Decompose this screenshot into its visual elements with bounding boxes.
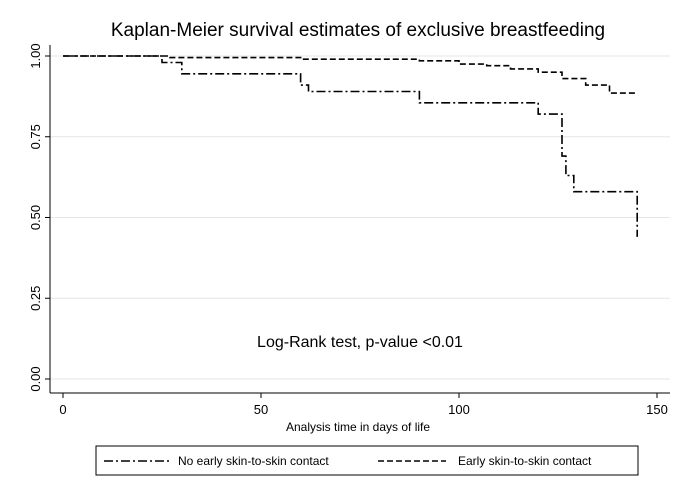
x-tick-label-2: 100: [448, 402, 470, 417]
y-tick-label-1: 0.25: [28, 286, 43, 311]
axes: 0.00 0.25 0.50 0.75 1.00 0 50 100 150: [28, 43, 670, 417]
x-tick-label-0: 0: [59, 402, 66, 417]
x-tick-label-1: 50: [254, 402, 268, 417]
y-tick-label-4: 1.00: [28, 43, 43, 68]
series-lines: [63, 55, 638, 237]
series-line-no-early-contact: [63, 55, 638, 237]
log-rank-annotation: Log-Rank test, p-value <0.01: [257, 334, 463, 351]
series-line-early-contact: [63, 55, 638, 94]
legend-box: [95, 445, 639, 476]
y-tick-label-2: 0.50: [28, 205, 43, 230]
x-tick-label-3: 150: [646, 402, 668, 417]
legend-label-1: Early skin-to-skin contact: [458, 454, 592, 468]
legend: No early skin-to-skin contact Early skin-…: [95, 445, 639, 476]
y-tick-label-3: 0.75: [28, 124, 43, 149]
grid-lines: [50, 55, 670, 380]
legend-label-0: No early skin-to-skin contact: [178, 454, 329, 468]
x-axis-label: Analysis time in days of life: [286, 420, 430, 434]
y-tick-label-0: 0.00: [28, 366, 43, 391]
chart-title: Kaplan-Meier survival estimates of exclu…: [111, 20, 605, 41]
